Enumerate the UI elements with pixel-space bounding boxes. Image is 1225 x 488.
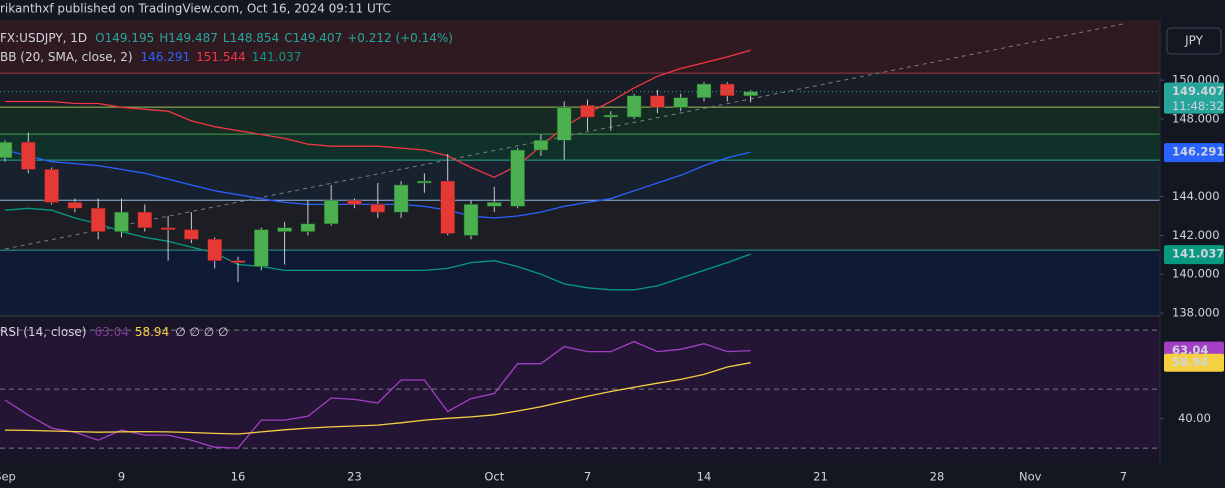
candle-body — [230, 260, 246, 263]
candle-body — [510, 149, 525, 207]
x-tick-label: 7 — [584, 470, 591, 484]
price-zone — [0, 134, 1160, 161]
x-tick-label: Nov — [1019, 470, 1042, 484]
candle-body — [0, 142, 13, 159]
candle-body — [580, 105, 595, 118]
bb-line — [5, 49, 751, 178]
bb-basis: 146.291 — [141, 50, 191, 64]
price-zone — [0, 107, 1160, 135]
candle-body — [556, 107, 572, 141]
publish-header: rikanthxf published on TradingView.com, … — [0, 2, 391, 16]
candle-body — [323, 200, 339, 225]
rsi-ma-label: 58.94 — [1172, 355, 1208, 369]
candle-body — [533, 140, 549, 151]
x-tick-label: 16 — [231, 470, 246, 484]
currency-button[interactable] — [1166, 27, 1222, 55]
currency-label[interactable]: JPY — [1184, 34, 1204, 48]
bb-basis-label-bg — [1164, 143, 1224, 163]
price-zone — [0, 160, 1160, 201]
price-zone — [0, 200, 1160, 251]
candle-body — [21, 142, 36, 170]
candle-body — [463, 204, 479, 236]
rsi-legend: RSI (14, close) 63.04 58.94 ∅ ∅ ∅ ∅ — [0, 325, 228, 339]
candle-body — [487, 202, 502, 207]
price-zone — [0, 73, 1160, 108]
bb-line — [4, 207, 751, 291]
y-tick-label: 140.000 — [1172, 267, 1220, 281]
bb-upper: 151.544 — [196, 50, 246, 64]
x-tick-label: 23 — [347, 470, 362, 484]
x-tick-label: 21 — [813, 470, 828, 484]
rsi-ma-label-bg — [1164, 353, 1224, 372]
x-tick-label: 7 — [1120, 470, 1127, 484]
rsi-value: 63.04 — [94, 325, 128, 339]
candle-body — [626, 95, 642, 118]
bb-legend: BB (20, SMA, close, 2) 146.291 151.544 141.… — [0, 50, 301, 64]
candle-body — [114, 211, 129, 232]
rsi-ma-value: 58.94 — [135, 325, 169, 339]
bb-lower-label: 141.037 — [1172, 247, 1224, 261]
countdown: 11:48:32 — [1172, 99, 1224, 113]
candle-body — [184, 229, 199, 240]
candle-body — [370, 204, 386, 213]
candle-body — [393, 184, 409, 213]
y-tick-label: 144.000 — [1172, 189, 1220, 203]
candle-body — [207, 239, 222, 261]
last-price-label: 149.407 — [1172, 84, 1224, 98]
symbol: FX:USDJPY, 1D — [0, 31, 87, 45]
low: L148.854 — [223, 31, 279, 45]
change: +0.212 (+0.14%) — [347, 31, 453, 45]
candle-body — [160, 227, 176, 230]
candle-body — [603, 114, 619, 118]
close: C149.407 — [284, 31, 342, 45]
candle-body — [277, 227, 292, 232]
bb-lower: 141.037 — [252, 50, 302, 64]
x-tick-label: 9 — [118, 470, 125, 484]
price-zone — [0, 250, 1160, 315]
symbol-legend: FX:USDJPY, 1D O149.195 H149.487 L148.854 C14… — [0, 31, 453, 45]
rsi-name: RSI (14, close) — [0, 325, 86, 339]
open: O149.195 — [95, 31, 154, 45]
candle-body — [254, 229, 269, 267]
y-tick-label: 142.000 — [1172, 228, 1220, 242]
candle-body — [90, 208, 106, 232]
candle-body — [440, 180, 455, 234]
candle-body — [67, 202, 83, 209]
high: H149.487 — [159, 31, 218, 45]
x-tick-label: Sep — [0, 470, 16, 484]
rsi-line — [4, 362, 751, 435]
rsi-label: 63.04 — [1172, 343, 1208, 357]
y-tick-label: 40.00 — [1178, 411, 1211, 425]
candle-body — [417, 180, 432, 184]
x-tick-label: 28 — [930, 470, 945, 484]
candle-body — [720, 83, 735, 96]
candle-body — [44, 169, 59, 203]
candle-body — [300, 223, 316, 232]
bb-name: BB (20, SMA, close, 2) — [0, 50, 133, 64]
candle-body — [137, 211, 153, 228]
candle-body — [743, 91, 758, 97]
candle-body — [696, 83, 712, 98]
candle-body — [347, 200, 362, 205]
na-values: ∅ ∅ ∅ ∅ — [175, 325, 228, 339]
bb-lower-label-bg — [1164, 245, 1224, 265]
x-tick-label: 14 — [697, 470, 712, 484]
candle-body — [673, 97, 688, 108]
y-tick-label: 148.000 — [1172, 111, 1220, 125]
price-zone — [0, 20, 1160, 74]
y-tick-label: 138.000 — [1172, 306, 1220, 320]
last-price-label-bg — [1164, 82, 1224, 114]
candle-body — [650, 95, 665, 108]
x-tick-label: Oct — [484, 470, 504, 484]
bb-basis-label: 146.291 — [1172, 145, 1224, 159]
